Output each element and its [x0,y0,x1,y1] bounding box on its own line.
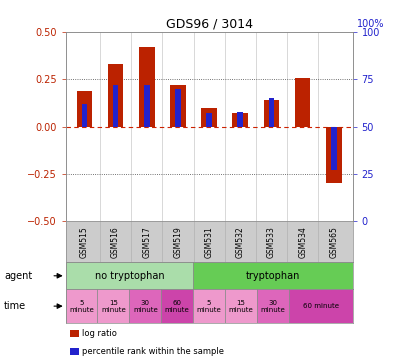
Bar [175,89,180,127]
Text: GSM532: GSM532 [235,226,244,258]
Bar [129,289,161,323]
Bar [201,108,216,127]
Bar [268,98,274,127]
Bar [237,112,243,127]
Text: agent: agent [4,271,32,281]
Bar [170,85,185,127]
Bar [112,85,118,127]
Text: GSM519: GSM519 [173,226,182,258]
Text: 60 minute: 60 minute [302,303,338,309]
Bar [206,114,211,127]
Bar [65,289,97,323]
Text: GSM516: GSM516 [111,226,120,258]
Text: tryptophan: tryptophan [245,271,299,281]
Text: 60
minute: 60 minute [164,300,189,313]
Text: GSM533: GSM533 [266,226,275,258]
Bar [193,289,225,323]
Bar [97,289,129,323]
Text: GSM515: GSM515 [80,226,89,258]
Bar [288,289,352,323]
Bar [330,127,336,170]
Text: GSM531: GSM531 [204,226,213,258]
Text: GSM534: GSM534 [297,226,306,258]
Text: 30
minute: 30 minute [133,300,157,313]
Text: 5
minute: 5 minute [69,300,94,313]
Bar [232,114,247,127]
Text: percentile rank within the sample: percentile rank within the sample [82,347,223,356]
Bar [294,77,310,127]
Text: 100%: 100% [356,19,383,29]
Text: 5
minute: 5 minute [196,300,221,313]
Bar [76,91,92,127]
Bar [65,262,193,289]
Text: GSM565: GSM565 [328,226,337,258]
Text: 15
minute: 15 minute [228,300,253,313]
Bar [225,289,256,323]
Bar [108,64,123,127]
Bar [139,47,154,127]
Text: time: time [4,301,26,311]
Bar [144,85,149,127]
Text: 30
minute: 30 minute [260,300,285,313]
Text: log ratio: log ratio [82,329,117,338]
Title: GDS96 / 3014: GDS96 / 3014 [165,18,252,31]
Bar [325,127,341,183]
Text: GSM517: GSM517 [142,226,151,258]
Bar [81,104,87,127]
Bar [193,262,352,289]
Bar [256,289,288,323]
Text: 15
minute: 15 minute [101,300,126,313]
Bar [263,100,279,127]
Bar [161,289,193,323]
Text: no tryptophan: no tryptophan [94,271,164,281]
